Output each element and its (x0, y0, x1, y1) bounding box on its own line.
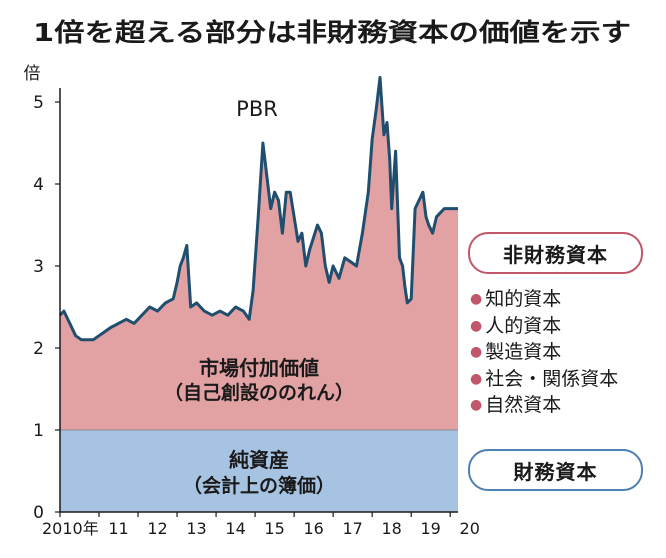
bullet-icon: ● (470, 397, 483, 413)
net-assets-label: 純資産 (229, 448, 289, 472)
x-tick-label: 20 (460, 519, 480, 538)
pbr-line (58, 75, 458, 342)
list-item: ● 人的資本 (470, 314, 562, 337)
y-tick-label: 2 (33, 339, 44, 359)
non-financial-capital-badge: 非財務資本 (468, 232, 643, 274)
non-financial-capital-list: ● 知的資本 ● 人的資本 ● 製造資本 ● 社会・関係資本 ● 自然資本 (470, 286, 618, 419)
x-tick-label: 19 (421, 519, 441, 538)
list-item: ● 自然資本 (470, 394, 562, 416)
x-tick-label: 16 (303, 519, 323, 538)
y-tick-label: 0 (33, 503, 44, 523)
y-tick-label: 4 (33, 175, 44, 195)
chart-title: 1倍を超える部分は非財務資本の価値を示す (33, 18, 631, 47)
net-assets-sublabel: （会計上の簿価） (183, 474, 335, 497)
pbr-series-label: PBR (236, 97, 278, 121)
y-axis-unit: 倍 (24, 64, 41, 84)
y-tick-label: 1 (33, 421, 44, 441)
list-item: ● 知的資本 (470, 288, 562, 310)
bullet-icon: ● (470, 370, 483, 387)
market-added-value-label: 市場付加価値 (199, 356, 319, 380)
market-added-value-sublabel: （自己創設ののれん） (164, 381, 354, 404)
x-tick-label: 13 (186, 519, 206, 538)
x-tick-label: 18 (381, 519, 401, 538)
y-tick-label: 3 (33, 257, 44, 277)
net-assets-band (60, 430, 458, 512)
x-tick-label: 15 (264, 519, 284, 538)
x-tick-label: 12 (147, 519, 167, 538)
x-tick-label: 11 (108, 519, 128, 538)
x-tick-label: 17 (342, 519, 362, 538)
bullet-icon: ● (470, 344, 483, 360)
financial-capital-badge: 財務資本 (468, 449, 643, 491)
non-financial-capital-label: 非財務資本 (503, 242, 608, 267)
bullet-icon: ● (470, 291, 483, 307)
x-tick-label: 14 (225, 519, 245, 538)
y-tick-label: 5 (33, 93, 44, 113)
x-tick-label: 2010年 (42, 519, 99, 538)
bullet-icon: ● (470, 317, 483, 334)
financial-capital-label: 財務資本 (513, 459, 598, 484)
list-item: ● 製造資本 (470, 341, 562, 363)
market-added-value-area (60, 77, 458, 431)
list-item: ● 社会・関係資本 (470, 367, 619, 390)
